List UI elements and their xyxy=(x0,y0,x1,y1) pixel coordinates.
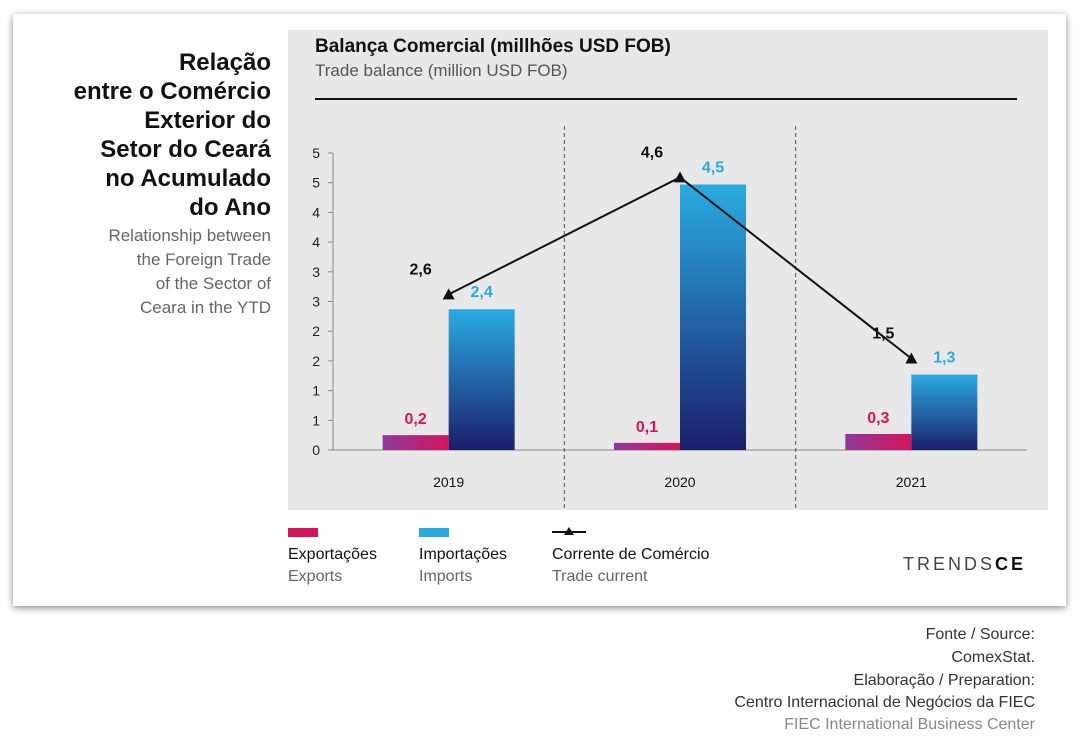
source-line: Elaboração / Preparation: xyxy=(853,672,1035,689)
data-label-exports: 0,1 xyxy=(636,419,658,436)
bar-imports xyxy=(911,374,978,450)
y-tick-label: 5 xyxy=(312,175,320,191)
side-title-line: no Acumulado xyxy=(105,165,271,192)
bar-imports xyxy=(680,184,746,450)
marker-trade xyxy=(674,171,686,183)
chart-title: Balança Comercial (millhões USD FOB) xyxy=(315,36,671,57)
bar-exports xyxy=(614,442,680,450)
side-subtitle-line: the Foreign Trade xyxy=(136,250,271,269)
side-title-line: do Ano xyxy=(189,194,271,221)
side-title: Relação entre o Comércio Exterior do Set… xyxy=(13,48,271,222)
y-tick-label: 4 xyxy=(312,234,320,250)
source-line: Centro Internacional de Negócios da FIEC xyxy=(734,694,1035,711)
legend-trade-label-en: Trade current xyxy=(552,568,648,585)
brand-suffix: CE xyxy=(995,554,1027,574)
legend-exports-swatch xyxy=(288,528,318,537)
source-line: Fonte / Source: xyxy=(925,626,1035,643)
y-tick-label: 0 xyxy=(312,442,320,458)
side-subtitle-line: of the Sector of xyxy=(155,274,271,293)
bar-exports xyxy=(845,433,912,450)
title-rule xyxy=(315,98,1017,100)
x-tick-label: 2019 xyxy=(433,474,464,490)
legend-trade-label: Corrente de Comércio xyxy=(552,546,710,563)
bar-exports xyxy=(382,435,449,450)
side-title-line: entre o Comércio xyxy=(73,78,271,105)
legend-imports-swatch xyxy=(419,528,449,537)
legend-exports-label-en: Exports xyxy=(288,568,343,585)
source-line: FIEC International Business Center xyxy=(784,716,1035,733)
y-tick-label: 5 xyxy=(312,145,320,161)
data-label-trade: 1,5 xyxy=(872,326,894,343)
data-label-imports: 4,5 xyxy=(702,159,724,176)
legend-line-marker xyxy=(564,527,574,535)
legend-exports-label: Exportações xyxy=(288,546,377,563)
y-tick-label: 1 xyxy=(312,412,320,428)
side-subtitle-line: Relationship between xyxy=(108,226,271,245)
x-tick-label: 2021 xyxy=(896,474,927,490)
y-tick-label: 3 xyxy=(312,264,320,280)
side-subtitle: Relationship between the Foreign Trade o… xyxy=(13,224,271,320)
marker-trade xyxy=(442,288,455,300)
bar-imports xyxy=(448,309,515,450)
x-tick-label: 2020 xyxy=(664,474,695,490)
y-tick-label: 2 xyxy=(312,323,320,339)
y-tick-label: 2 xyxy=(312,353,320,369)
side-subtitle-line: Ceara in the YTD xyxy=(139,298,271,317)
marker-trade xyxy=(905,352,918,364)
side-title-line: Exterior do xyxy=(144,107,271,134)
data-label-imports: 2,4 xyxy=(471,284,493,301)
side-title-line: Relação xyxy=(178,49,271,76)
data-label-trade: 2,6 xyxy=(410,261,432,278)
data-label-trade: 4,6 xyxy=(641,144,663,161)
brand-prefix: TRENDS xyxy=(903,554,996,574)
data-label-imports: 1,3 xyxy=(933,350,955,367)
source-line: ComexStat. xyxy=(951,649,1035,666)
y-tick-label: 3 xyxy=(312,294,320,310)
data-label-exports: 0,3 xyxy=(867,410,889,427)
side-title-line: Setor do Ceará xyxy=(100,136,271,163)
y-tick-label: 1 xyxy=(312,383,320,399)
legend-imports-label-en: Imports xyxy=(419,568,473,585)
y-tick-label: 4 xyxy=(312,204,320,220)
legend-line-swatch xyxy=(552,527,586,535)
chart-subtitle: Trade balance (million USD FOB) xyxy=(315,61,568,80)
legend-imports-label: Importações xyxy=(419,546,508,563)
data-label-exports: 0,2 xyxy=(405,411,427,428)
brand-logo: TRENDSCE xyxy=(903,554,1026,575)
